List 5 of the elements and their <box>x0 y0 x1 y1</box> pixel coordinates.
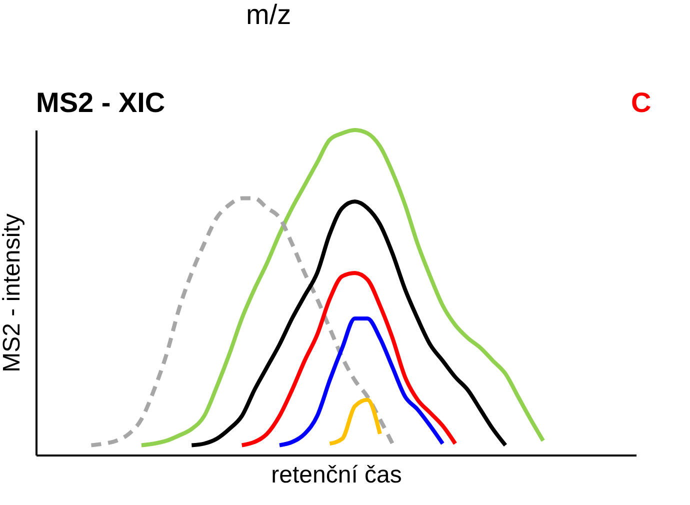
text: C <box>631 87 652 118</box>
y-axis-title: MS2 - intensity <box>0 214 26 372</box>
text: m/z <box>246 0 292 30</box>
x-axis-title: retenční čas <box>271 462 402 488</box>
chart-title: MS2 - XIC <box>36 87 166 118</box>
